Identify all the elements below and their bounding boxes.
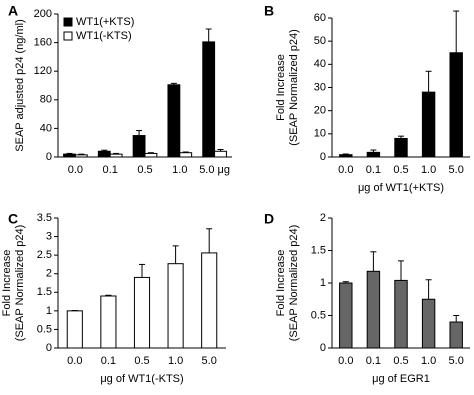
bar [66, 310, 83, 349]
x-tick-label: 5.0 [202, 355, 217, 367]
bar [366, 151, 381, 158]
y-tick-label: 30 [314, 81, 326, 93]
panel-letter: B [264, 3, 274, 19]
y-tick-label: 2 [46, 268, 52, 280]
y-tick-label: 0.5 [311, 309, 326, 321]
y-tick-label: 0 [46, 342, 52, 354]
x-tick-label: 0.1 [366, 355, 381, 367]
y-axis-label: Fold Increase [275, 54, 287, 121]
y-tick-label: 0 [46, 151, 52, 163]
x-tick-label: 0.0 [338, 355, 353, 367]
panel-letter: C [8, 211, 18, 227]
y-tick-label: 20 [314, 105, 326, 117]
y-axis-label: SEAP adjusted p24 (ng/ml) [14, 19, 26, 151]
x-tick-label: 0.5 [393, 355, 408, 367]
y-tick-label: 1.5 [37, 286, 52, 298]
y-axis-label: (SEAP Normalized p24) [288, 225, 300, 342]
bar [97, 150, 111, 158]
y-tick-label: 0.5 [37, 323, 52, 335]
x-tick-label: 0.5 [137, 164, 152, 176]
y-tick-label: 1 [320, 277, 326, 289]
x-axis-label: μg of WT1(+KTS) [358, 182, 444, 194]
legend-label: WT1(+KTS) [76, 16, 134, 28]
panel-letter: D [264, 211, 274, 227]
y-axis-label: Fold Increase [275, 250, 287, 317]
bar [201, 252, 218, 349]
legend-label: WT1(-KTS) [76, 30, 132, 42]
y-tick-label: 50 [314, 35, 326, 47]
bar [167, 84, 181, 158]
y-tick-label: 80 [40, 94, 52, 106]
bar [421, 298, 436, 349]
x-tick-label: 5.0 μg [199, 164, 230, 176]
y-tick-label: 40 [40, 122, 52, 134]
x-tick-label: 1.0 [421, 164, 436, 176]
bar [109, 153, 123, 158]
bar [394, 279, 408, 349]
y-tick-label: 3 [46, 230, 52, 242]
panel-letter: A [8, 3, 18, 19]
y-tick-label: 3.5 [37, 212, 52, 224]
y-tick-label: 200 [34, 8, 52, 20]
x-axis-label: μg of EGR1 [372, 373, 430, 385]
y-tick-label: 2 [320, 212, 326, 224]
y-tick-label: 120 [34, 65, 52, 77]
x-tick-label: 0.5 [393, 164, 408, 176]
y-axis-label: Fold Increase [1, 250, 13, 317]
x-tick-label: 1.0 [172, 164, 187, 176]
bar [366, 270, 381, 349]
y-tick-label: 1 [46, 305, 52, 317]
x-axis-label: μg of WT1(-KTS) [100, 373, 183, 385]
y-tick-label: 60 [314, 12, 326, 24]
y-tick-label: 10 [314, 128, 326, 140]
x-tick-label: 0.0 [338, 164, 353, 176]
x-tick-label: 0.1 [366, 164, 381, 176]
bar [339, 282, 353, 349]
bar [100, 295, 117, 349]
y-axis-label: (SEAP Normalized p24) [288, 29, 300, 146]
y-tick-label: 0 [320, 342, 326, 354]
y-tick-label: 40 [314, 58, 326, 70]
legend-swatch [63, 31, 73, 41]
bar [421, 91, 436, 158]
bar [214, 150, 227, 158]
x-tick-label: 0.5 [134, 355, 149, 367]
bar [179, 152, 193, 158]
bar [449, 321, 463, 349]
y-axis-label: (SEAP Normalized p24) [14, 225, 26, 342]
x-tick-label: 0.0 [68, 164, 83, 176]
bar [144, 152, 158, 158]
bar [339, 154, 353, 158]
y-tick-label: 160 [34, 37, 52, 49]
bar [132, 135, 146, 158]
legend-swatch [63, 17, 73, 27]
bar [167, 263, 184, 349]
y-tick-label: 0 [320, 151, 326, 163]
bar [394, 137, 408, 158]
y-tick-label: 1.5 [311, 244, 326, 256]
x-tick-label: 0.1 [101, 355, 116, 367]
x-tick-label: 0.0 [67, 355, 82, 367]
bar [133, 276, 151, 349]
y-tick-label: 2.5 [37, 249, 52, 261]
bar [449, 52, 463, 158]
x-tick-label: 5.0 [449, 164, 464, 176]
x-tick-label: 0.1 [103, 164, 118, 176]
bar [74, 154, 88, 158]
x-tick-label: 5.0 [449, 355, 464, 367]
x-tick-label: 1.0 [168, 355, 183, 367]
x-tick-label: 1.0 [421, 355, 436, 367]
bar [63, 153, 76, 158]
bar [202, 41, 216, 158]
